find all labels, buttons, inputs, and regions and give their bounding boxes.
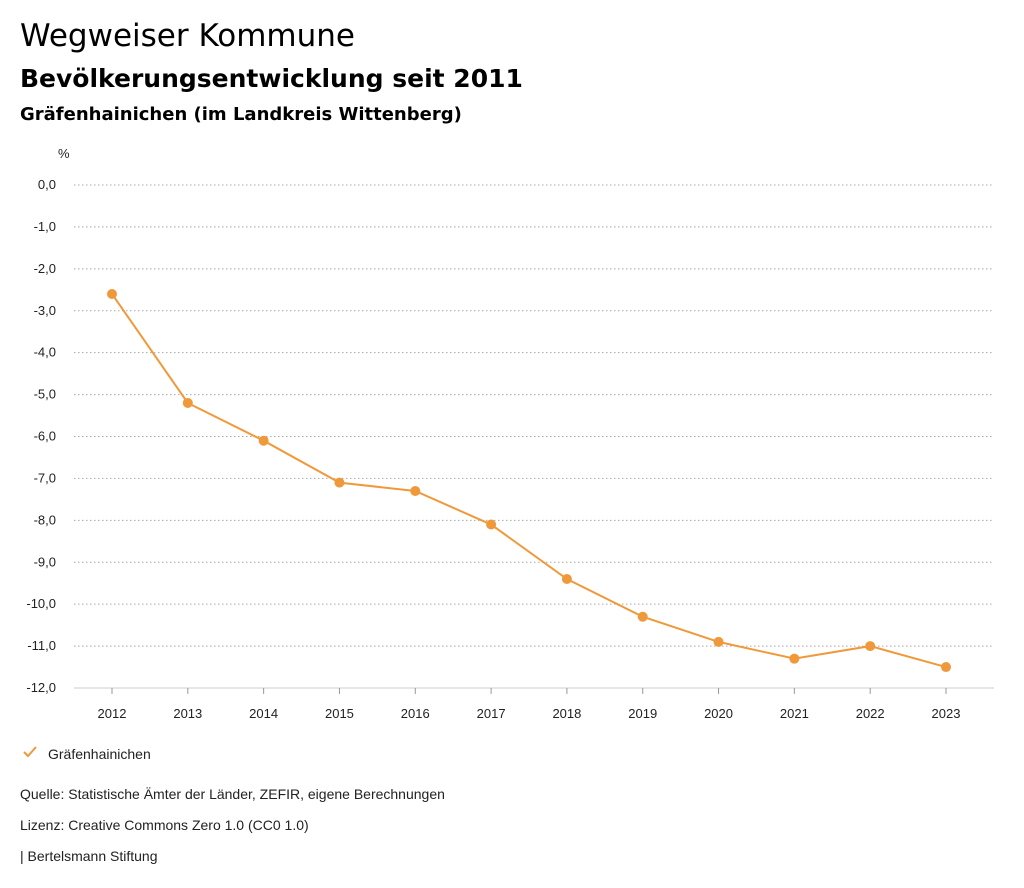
data-point (258, 435, 269, 446)
y-tick-label: -2,0 (34, 261, 56, 276)
x-tick-label: 2018 (552, 706, 581, 721)
y-tick-label: -4,0 (34, 345, 56, 360)
y-tick-label: -12,0 (26, 680, 56, 695)
x-tick-label: 2022 (856, 706, 885, 721)
x-tick-label: 2015 (325, 706, 354, 721)
data-point (107, 288, 117, 299)
data-point (637, 611, 648, 622)
y-tick-label: -1,0 (34, 219, 56, 234)
y-tick-label: -3,0 (34, 303, 56, 318)
page-title: Wegweiser Kommune (20, 18, 355, 54)
line-chart: % 0,0 -1,0 -2,0 -3,0 -4,0 -5,0 -6,0 -7,0 -8,0 -9,… (26, 146, 994, 721)
x-tick-label: 2013 (173, 706, 202, 721)
region-label: Gräfenhainichen (im Landkreis Wittenberg… (20, 104, 462, 125)
y-tick-label: -6,0 (34, 429, 56, 444)
y-tick-label: -11,0 (27, 638, 56, 653)
source-note: Quelle: Statistische Ämter der Länder, Z… (20, 786, 445, 802)
data-point (865, 641, 876, 652)
data-point (789, 653, 800, 664)
data-point (182, 397, 193, 408)
series-layer (107, 288, 951, 673)
series-line (111, 293, 947, 669)
data-point (334, 477, 345, 488)
x-axis: 2012 2013 2014 2015 2016 2017 2018 2019 2020 2021… (74, 687, 994, 721)
x-tick-label: 2019 (628, 706, 657, 721)
grid-lines (74, 184, 994, 689)
x-tick-label: 2020 (704, 706, 733, 721)
x-tick-label: 2021 (780, 706, 809, 721)
data-point (410, 485, 421, 496)
y-tick-label: -10,0 (26, 596, 56, 611)
data-point (486, 519, 497, 530)
y-axis: 0,0 -1,0 -2,0 -3,0 -4,0 -5,0 -6,0 -7,0 -8,0 -9,0 -… (26, 177, 56, 695)
license-note: Lizenz: Creative Commons Zero 1.0 (CC0 1… (20, 817, 309, 833)
x-tick-label: 2023 (932, 706, 961, 721)
y-tick-label: -5,0 (34, 387, 56, 402)
x-tick-label: 2016 (401, 706, 430, 721)
y-tick-label: -9,0 (34, 554, 56, 569)
y-tick-label: -7,0 (34, 470, 56, 485)
publisher-note: | Bertelsmann Stiftung (20, 848, 158, 864)
y-tick-label: -8,0 (34, 512, 56, 527)
data-point (941, 662, 951, 673)
y-tick-label: 0,0 (38, 177, 56, 192)
data-point (713, 636, 724, 647)
legend-label: Gräfenhainichen (48, 745, 151, 762)
y-axis-unit: % (58, 146, 70, 161)
data-point (561, 574, 572, 585)
check-icon (22, 745, 38, 762)
legend-item[interactable]: Gräfenhainichen (22, 745, 151, 762)
x-tick-label: 2017 (477, 706, 506, 721)
x-tick-label: 2012 (98, 706, 127, 721)
x-tick-label: 2014 (249, 706, 278, 721)
chart-subtitle: Bevölkerungsentwicklung seit 2011 (20, 64, 523, 93)
